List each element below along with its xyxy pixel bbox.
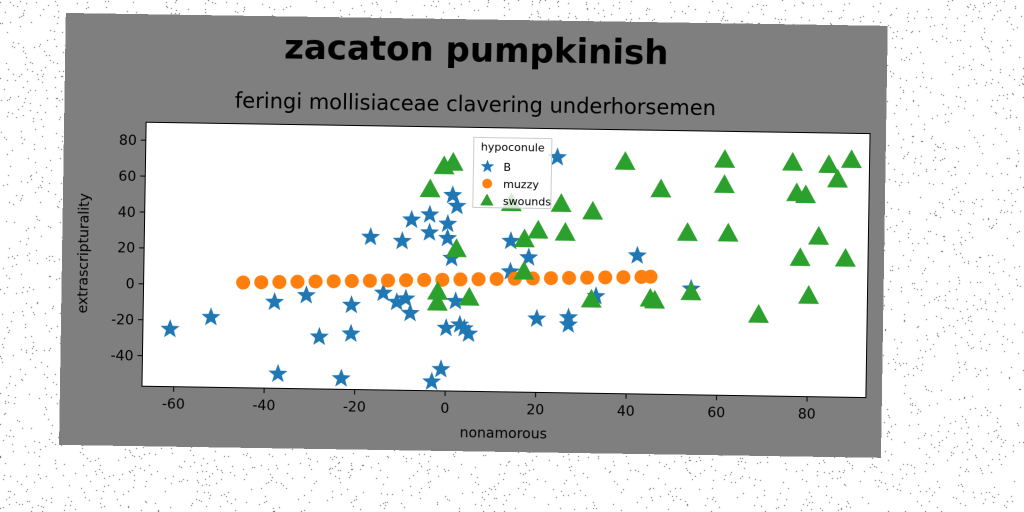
chart-card: zacaton pumpkinish feringi mollisiaceae … <box>59 13 888 458</box>
y-tick-label: 0 <box>126 277 135 293</box>
x-tick-label: 20 <box>526 402 544 418</box>
legend-label-muzzy: muzzy <box>503 178 539 192</box>
legend-title: hypoconule <box>481 140 545 154</box>
y-tick-label: 40 <box>118 205 136 221</box>
x-tick-label: -20 <box>343 399 366 415</box>
x-axis-label: nonamorous <box>460 425 548 442</box>
x-tick-label: 0 <box>440 401 449 417</box>
x-tick-label: -60 <box>162 397 185 413</box>
y-tick-label: 20 <box>117 241 135 257</box>
chart-title: zacaton pumpkinish <box>284 27 669 73</box>
y-tick-label: 80 <box>119 133 137 149</box>
x-tick-label: 60 <box>707 405 725 421</box>
scatter-chart: zacaton pumpkinish feringi mollisiaceae … <box>59 13 888 458</box>
legend-label-B: B <box>503 161 511 174</box>
legend: hypoconule Bmuzzy swounds <box>473 137 552 208</box>
x-tick-label: -40 <box>252 398 275 414</box>
y-tick-label: 60 <box>118 169 136 185</box>
x-tick-label: 40 <box>617 404 635 420</box>
legend-label-swounds: swounds <box>503 195 552 209</box>
y-axis-label: extrascripturality <box>75 193 93 314</box>
y-tick-label: -40 <box>110 348 133 364</box>
x-tick-label: 80 <box>798 407 816 423</box>
y-tick-label: -20 <box>111 312 134 328</box>
